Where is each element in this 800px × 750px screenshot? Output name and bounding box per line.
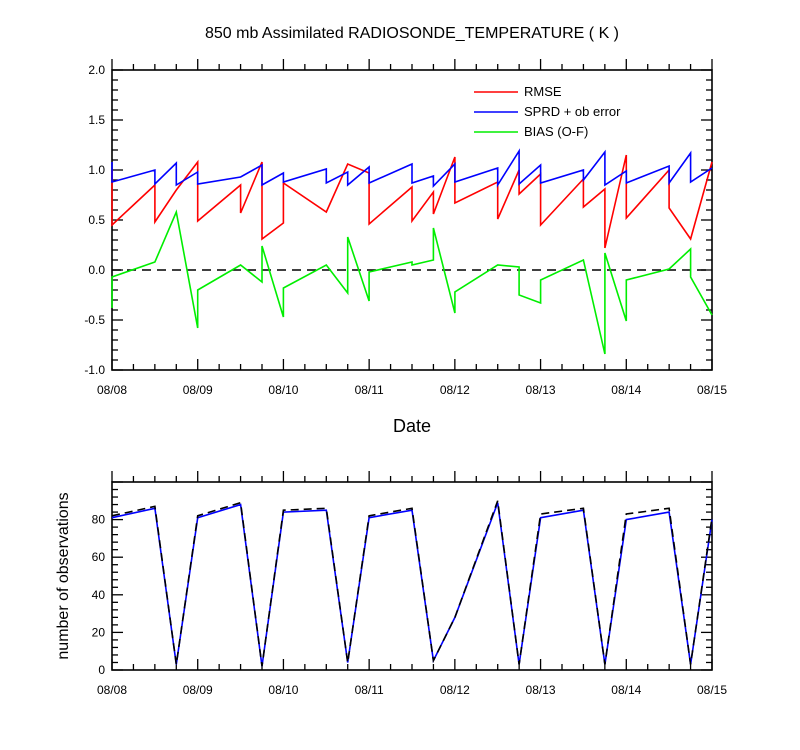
y-tick-label: -0.5: [84, 313, 105, 327]
series-line-assimilated-observations: [111, 502, 713, 667]
legend-label: BIAS (O-F): [524, 124, 588, 139]
x-tick-label: 08/14: [611, 383, 641, 397]
legend-label: RMSE: [524, 84, 562, 99]
y-tick-label: 60: [92, 550, 106, 564]
x-tick-label: 08/10: [268, 683, 298, 697]
y-tick-label: -1.0: [84, 363, 105, 377]
x-tick-label: 08/14: [611, 683, 641, 697]
chart-title: 850 mb Assimilated RADIOSONDE_TEMPERATUR…: [205, 25, 619, 42]
y-tick-label: 0.5: [88, 213, 105, 227]
series-line-rmse: [111, 154, 713, 249]
x-tick-label: 08/12: [440, 383, 470, 397]
top-panel: 08/08 08/09 08/10 08/11 08/12 08/13 08/14 08/15…: [84, 59, 727, 436]
x-tick-label: 08/13: [526, 683, 556, 697]
y-tick-label: 80: [92, 513, 106, 527]
y-tick-label: 2.0: [88, 63, 105, 77]
x-tick-label: 08/08: [97, 683, 127, 697]
x-tick-label: 08/08: [97, 383, 127, 397]
series-line-possible-observations: [111, 500, 713, 667]
x-tick-label: 08/09: [183, 383, 213, 397]
x-tick-label: 08/15: [697, 383, 727, 397]
bottom-panel: 08/08 08/09 08/10 08/11 08/12 08/13 08/14 08/15…: [55, 471, 727, 697]
y-tick-label: 20: [92, 625, 106, 639]
x-axis-title: Date: [393, 416, 431, 436]
y-tick-label: 1.0: [88, 163, 105, 177]
x-tick-label: 08/13: [526, 383, 556, 397]
y-tick-label: 40: [92, 588, 106, 602]
y-axis-title: number of observations: [55, 492, 72, 659]
x-tick-label: 08/09: [183, 683, 213, 697]
series-line-bias-o-f: [111, 209, 713, 355]
x-tick-label: 08/15: [697, 683, 727, 697]
legend-label: SPRD + ob error: [524, 104, 621, 119]
x-tick-label: 08/11: [355, 683, 384, 697]
series-line-sprd-ob-error: [111, 148, 713, 188]
x-tick-label: 08/10: [268, 383, 298, 397]
y-tick-label: 1.5: [88, 113, 105, 127]
y-tick-label: 0.0: [88, 263, 105, 277]
y-tick-label: 0: [98, 663, 105, 677]
x-tick-label: 08/11: [355, 383, 384, 397]
x-tick-label: 08/12: [440, 683, 470, 697]
